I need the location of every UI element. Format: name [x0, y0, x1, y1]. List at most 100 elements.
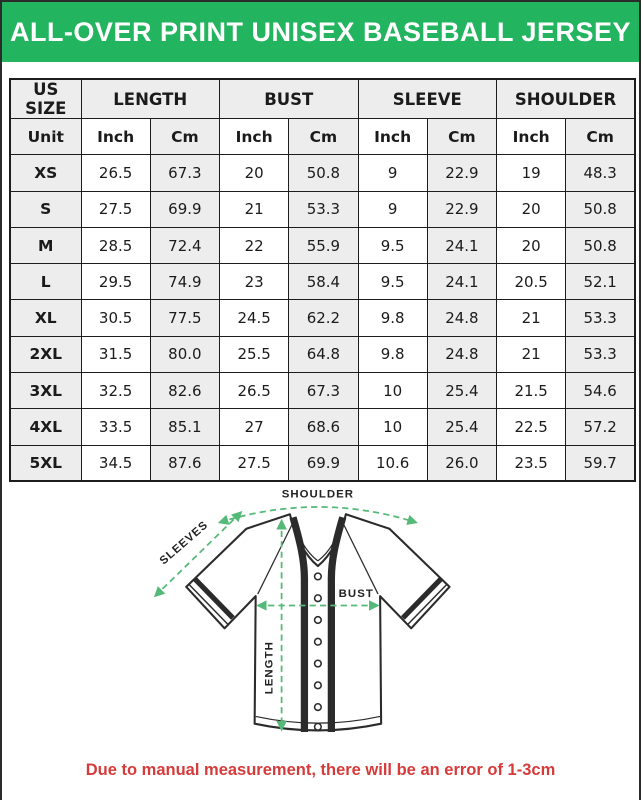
value-cell: 9.8: [357, 299, 428, 337]
value-cell: 53.3: [565, 299, 636, 337]
value-cell: 9: [357, 190, 428, 228]
value-cell: 50.8: [565, 226, 636, 265]
value-cell: 25.4: [426, 408, 498, 446]
unit-cell: Inch: [496, 117, 567, 156]
value-cell: 20: [219, 154, 290, 192]
table-row: 4XL 33.5 85.1 27 68.6 10 25.4 22.5 57.2: [9, 408, 636, 446]
table-row: M 28.5 72.4 22 55.9 9.5 24.1 20 50.8: [9, 226, 636, 265]
value-cell: 10.6: [357, 444, 428, 482]
bust-label: BUST: [338, 589, 373, 601]
banner: ALL-OVER PRINT UNISEX BASEBALL JERSEY: [2, 2, 639, 62]
measurement-note: Due to manual measurement, there will be…: [85, 761, 556, 780]
value-cell: 32.5: [80, 372, 151, 410]
value-cell: 21.5: [496, 372, 567, 410]
value-cell: 23: [219, 263, 290, 301]
table-row: XL 30.5 77.5 24.5 62.2 9.8 24.8 21 53.3: [9, 299, 636, 337]
value-cell: 27: [219, 408, 290, 446]
size-label: S: [9, 190, 82, 228]
value-cell: 53.3: [565, 335, 636, 374]
value-cell: 48.3: [565, 154, 636, 192]
col-group-shoulder: SHOULDER: [496, 78, 636, 119]
value-cell: 68.6: [288, 408, 359, 446]
value-cell: 21: [496, 335, 567, 374]
value-cell: 9.5: [357, 263, 428, 301]
jersey-measurement-illustration: SHOULDER SLEEVES BUST LENGTH: [153, 489, 451, 733]
col-group-sleeve: SLEEVE: [357, 78, 498, 119]
value-cell: 19: [496, 154, 567, 192]
value-cell: 26.5: [80, 154, 151, 192]
value-cell: 27.5: [219, 444, 290, 482]
value-cell: 34.5: [80, 444, 151, 482]
value-cell: 24.5: [219, 299, 290, 337]
value-cell: 67.3: [288, 372, 359, 410]
col-group-length: LENGTH: [80, 78, 221, 119]
value-cell: 28.5: [80, 226, 151, 265]
unit-cell: Cm: [565, 117, 636, 156]
measurement-arrows: [153, 506, 418, 732]
value-cell: 20.5: [496, 263, 567, 301]
value-cell: 9.5: [357, 226, 428, 265]
value-cell: 20: [496, 226, 567, 265]
value-cell: 52.1: [565, 263, 636, 301]
unit-cell: Cm: [149, 117, 221, 156]
value-cell: 55.9: [288, 226, 359, 265]
value-cell: 24.1: [426, 226, 498, 265]
size-label: 4XL: [9, 408, 82, 446]
value-cell: 9: [357, 154, 428, 192]
shoulder-arrow: [217, 506, 418, 526]
value-cell: 24.8: [426, 299, 498, 337]
value-cell: 74.9: [149, 263, 221, 301]
jersey-diagram: SHOULDER SLEEVES BUST LENGTH: [2, 485, 639, 757]
value-cell: 29.5: [80, 263, 151, 301]
value-cell: 24.8: [426, 335, 498, 374]
length-label: LENGTH: [263, 642, 275, 695]
sleeves-label: SLEEVES: [157, 519, 210, 567]
shoulder-label: SHOULDER: [281, 489, 353, 501]
size-label: 3XL: [9, 372, 82, 410]
size-label: L: [9, 263, 82, 301]
table-row: 3XL 32.5 82.6 26.5 67.3 10 25.4 21.5 54.…: [9, 372, 636, 410]
size-label: 2XL: [9, 335, 82, 374]
value-cell: 69.9: [149, 190, 221, 228]
table-header-row: US SIZE LENGTH BUST SLEEVE SHOULDER: [9, 78, 636, 119]
table-row: XS 26.5 67.3 20 50.8 9 22.9 19 48.3: [9, 154, 636, 192]
table-row: S 27.5 69.9 21 53.3 9 22.9 20 50.8: [9, 190, 636, 228]
value-cell: 72.4: [149, 226, 221, 265]
value-cell: 69.9: [288, 444, 359, 482]
value-cell: 85.1: [149, 408, 221, 446]
size-label: XS: [9, 154, 82, 192]
value-cell: 62.2: [288, 299, 359, 337]
unit-cell: Inch: [219, 117, 290, 156]
value-cell: 33.5: [80, 408, 151, 446]
value-cell: 26.5: [219, 372, 290, 410]
size-label: M: [9, 226, 82, 265]
value-cell: 80.0: [149, 335, 221, 374]
value-cell: 22.9: [426, 154, 498, 192]
value-cell: 24.1: [426, 263, 498, 301]
table-row: 2XL 31.5 80.0 25.5 64.8 9.8 24.8 21 53.3: [9, 335, 636, 374]
value-cell: 10: [357, 372, 428, 410]
value-cell: 10: [357, 408, 428, 446]
size-label: 5XL: [9, 444, 82, 482]
value-cell: 59.7: [565, 444, 636, 482]
value-cell: 30.5: [80, 299, 151, 337]
value-cell: 31.5: [80, 335, 151, 374]
value-cell: 50.8: [565, 190, 636, 228]
value-cell: 20: [496, 190, 567, 228]
unit-label: Unit: [9, 117, 82, 156]
value-cell: 53.3: [288, 190, 359, 228]
table-row: 5XL 34.5 87.6 27.5 69.9 10.6 26.0 23.5 5…: [9, 444, 636, 482]
value-cell: 25.4: [426, 372, 498, 410]
unit-cell: Cm: [288, 117, 359, 156]
value-cell: 87.6: [149, 444, 221, 482]
page-title: ALL-OVER PRINT UNISEX BASEBALL JERSEY: [9, 16, 632, 47]
value-cell: 77.5: [149, 299, 221, 337]
value-cell: 23.5: [496, 444, 567, 482]
value-cell: 67.3: [149, 154, 221, 192]
value-cell: 22: [219, 226, 290, 265]
value-cell: 54.6: [565, 372, 636, 410]
value-cell: 21: [219, 190, 290, 228]
value-cell: 22.9: [426, 190, 498, 228]
size-label: XL: [9, 299, 82, 337]
unit-cell: Inch: [357, 117, 428, 156]
